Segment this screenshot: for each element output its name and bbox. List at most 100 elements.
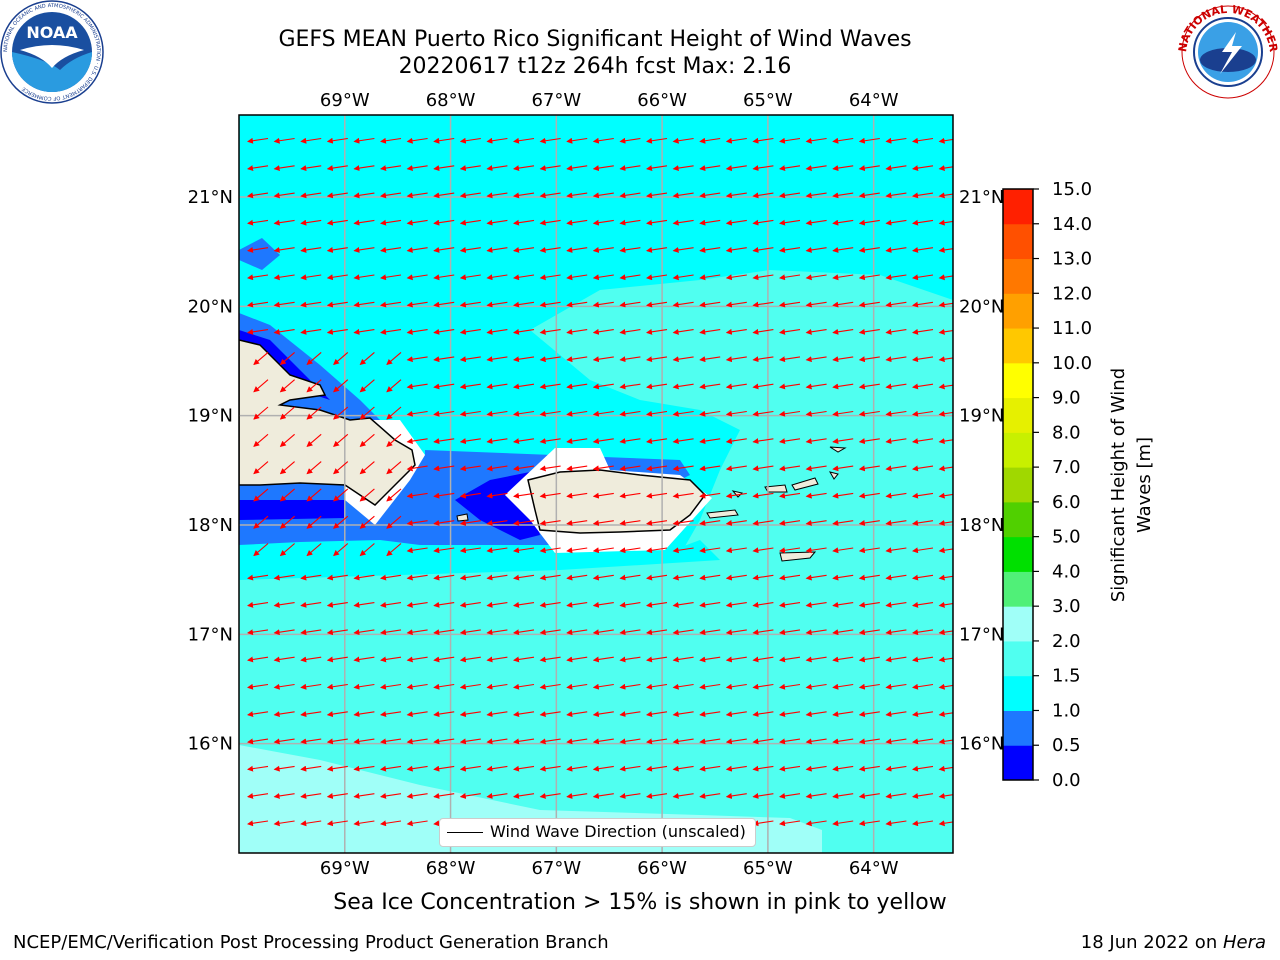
wave-direction-arrow	[619, 574, 641, 581]
wave-direction-arrow	[513, 601, 535, 608]
wave-direction-arrow	[326, 274, 348, 281]
wave-direction-arrow	[832, 820, 854, 827]
wave-direction-arrow	[938, 356, 953, 363]
wave-direction-arrow	[306, 515, 322, 529]
wave-direction-arrow	[566, 492, 588, 499]
wave-direction-arrow	[406, 656, 428, 663]
wave-direction-arrow	[805, 820, 827, 827]
wave-direction-arrow	[805, 219, 827, 226]
wave-direction-arrow	[359, 543, 375, 557]
wave-direction-arrow	[725, 192, 747, 199]
wave-direction-arrow	[273, 192, 295, 199]
wave-direction-arrow	[912, 465, 934, 472]
wave-direction-arrow	[513, 629, 535, 636]
wave-direction-arrow	[386, 406, 402, 420]
wave-direction-arrow	[433, 792, 455, 799]
wave-direction-arrow	[805, 711, 827, 718]
wave-direction-arrow	[247, 274, 269, 281]
wave-direction-arrow	[253, 461, 269, 475]
wave-direction-arrow	[912, 738, 934, 745]
wave-direction-arrow	[459, 356, 481, 363]
wave-direction-arrow	[592, 383, 614, 390]
wave-direction-arrow	[938, 246, 953, 253]
wave-direction-arrow	[832, 519, 854, 526]
wave-direction-arrow	[619, 656, 641, 663]
wave-direction-arrow	[566, 519, 588, 526]
wave-direction-arrow	[406, 492, 428, 499]
wave-direction-arrow	[752, 465, 774, 472]
wave-direction-arrow	[646, 738, 668, 745]
wave-direction-arrow	[279, 488, 295, 502]
wave-direction-arrow	[459, 274, 481, 281]
wave-direction-arrow	[725, 547, 747, 554]
wave-direction-arrow	[386, 488, 402, 502]
wave-direction-arrow	[646, 410, 668, 417]
wave-direction-arrow	[513, 438, 535, 445]
wave-direction-arrow	[592, 438, 614, 445]
wave-direction-arrow	[619, 328, 641, 335]
wave-direction-arrow	[380, 165, 402, 172]
wave-direction-arrow	[912, 711, 934, 718]
colorbar-tick-label: 0.5	[1052, 735, 1081, 756]
wave-direction-arrow	[592, 465, 614, 472]
wave-direction-arrow	[832, 356, 854, 363]
wave-direction-arrow	[486, 792, 508, 799]
wave-direction-arrow	[725, 219, 747, 226]
wave-direction-arrow	[752, 438, 774, 445]
wave-direction-arrow	[752, 274, 774, 281]
wave-direction-arrow	[539, 356, 561, 363]
wave-direction-arrow	[306, 406, 322, 420]
wave-direction-arrow	[353, 328, 375, 335]
wave-direction-arrow	[805, 683, 827, 690]
wave-direction-arrow	[805, 465, 827, 472]
wave-direction-arrow	[646, 792, 668, 799]
wave-direction-arrow	[725, 629, 747, 636]
wave-direction-arrow	[433, 574, 455, 581]
wave-direction-arrow	[273, 656, 295, 663]
wave-direction-arrow	[253, 488, 269, 502]
wave-direction-arrow	[912, 574, 934, 581]
wave-direction-arrow	[253, 351, 269, 366]
wave-direction-arrow	[912, 328, 934, 335]
wave-direction-arrow	[885, 574, 907, 581]
wave-direction-arrow	[912, 410, 934, 417]
wave-direction-arrow	[513, 656, 535, 663]
wave-direction-arrow	[406, 629, 428, 636]
wave-direction-arrow	[433, 519, 455, 526]
wave-direction-arrow	[359, 488, 375, 502]
lat-label-right: 20°N	[959, 296, 1004, 317]
wave-direction-arrow	[566, 629, 588, 636]
wave-direction-arrow	[326, 683, 348, 690]
wave-direction-arrow	[566, 165, 588, 172]
wave-direction-arrow	[247, 820, 269, 827]
wave-direction-arrow	[672, 629, 694, 636]
wave-direction-arrow	[646, 383, 668, 390]
wave-direction-arrow	[539, 246, 561, 253]
wave-direction-arrow	[699, 683, 721, 690]
wave-direction-arrow	[539, 137, 561, 144]
wave-direction-arrow	[752, 410, 774, 417]
wave-direction-arrow	[433, 410, 455, 417]
wave-direction-arrow	[513, 383, 535, 390]
wave-direction-arrow	[779, 383, 801, 390]
wave-direction-arrow	[592, 328, 614, 335]
wave-direction-arrow	[433, 629, 455, 636]
wave-direction-arrow	[406, 137, 428, 144]
wave-direction-arrow	[326, 601, 348, 608]
wave-height-band-0.0-0.5-west	[239, 500, 345, 520]
wave-direction-arrow	[486, 246, 508, 253]
wave-direction-arrow	[912, 683, 934, 690]
wave-direction-arrow	[386, 433, 402, 447]
nws-logo: NATIONAL WEATHER SERVICE	[1176, 0, 1280, 99]
wave-direction-arrow	[646, 165, 668, 172]
legend-label: Wind Wave Direction (unscaled)	[490, 822, 746, 841]
wave-direction-arrow	[247, 656, 269, 663]
wave-direction-arrow	[912, 192, 934, 199]
wave-direction-arrow	[858, 137, 880, 144]
wave-direction-arrow	[752, 492, 774, 499]
wave-direction-arrow	[592, 765, 614, 772]
wave-direction-arrow	[938, 711, 953, 718]
wave-direction-arrow	[406, 547, 428, 554]
wave-direction-arrow	[832, 601, 854, 608]
footer-host: Hera	[1222, 932, 1266, 953]
